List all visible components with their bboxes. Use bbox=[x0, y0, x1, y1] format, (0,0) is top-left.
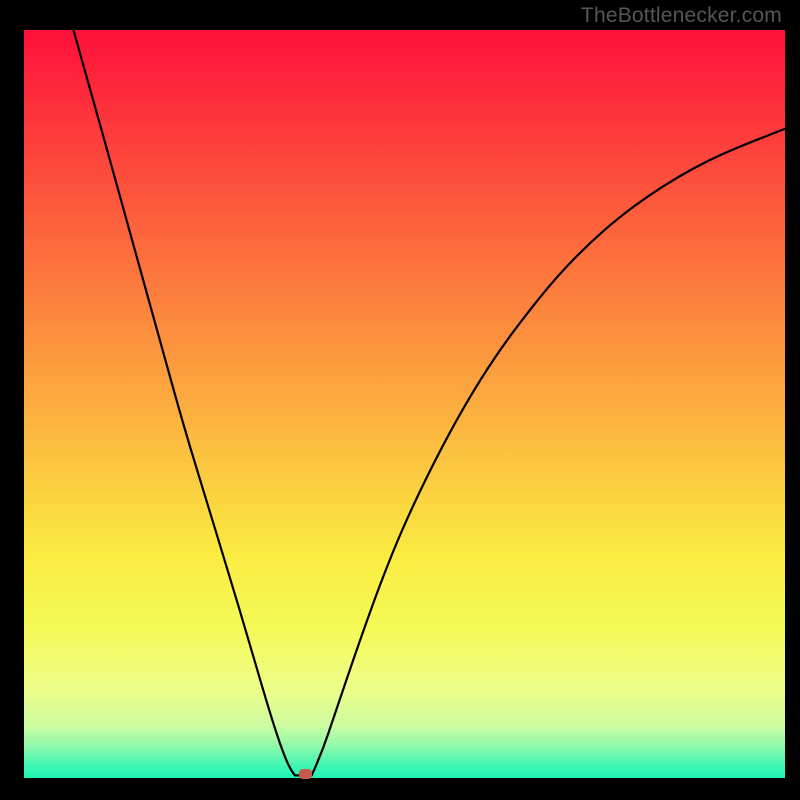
gradient-background bbox=[24, 30, 785, 778]
optimum-marker bbox=[299, 769, 313, 779]
watermark-text: TheBottlenecker.com bbox=[581, 4, 782, 28]
plot-area bbox=[24, 30, 785, 778]
chart-frame: TheBottlenecker.com bbox=[0, 0, 800, 800]
